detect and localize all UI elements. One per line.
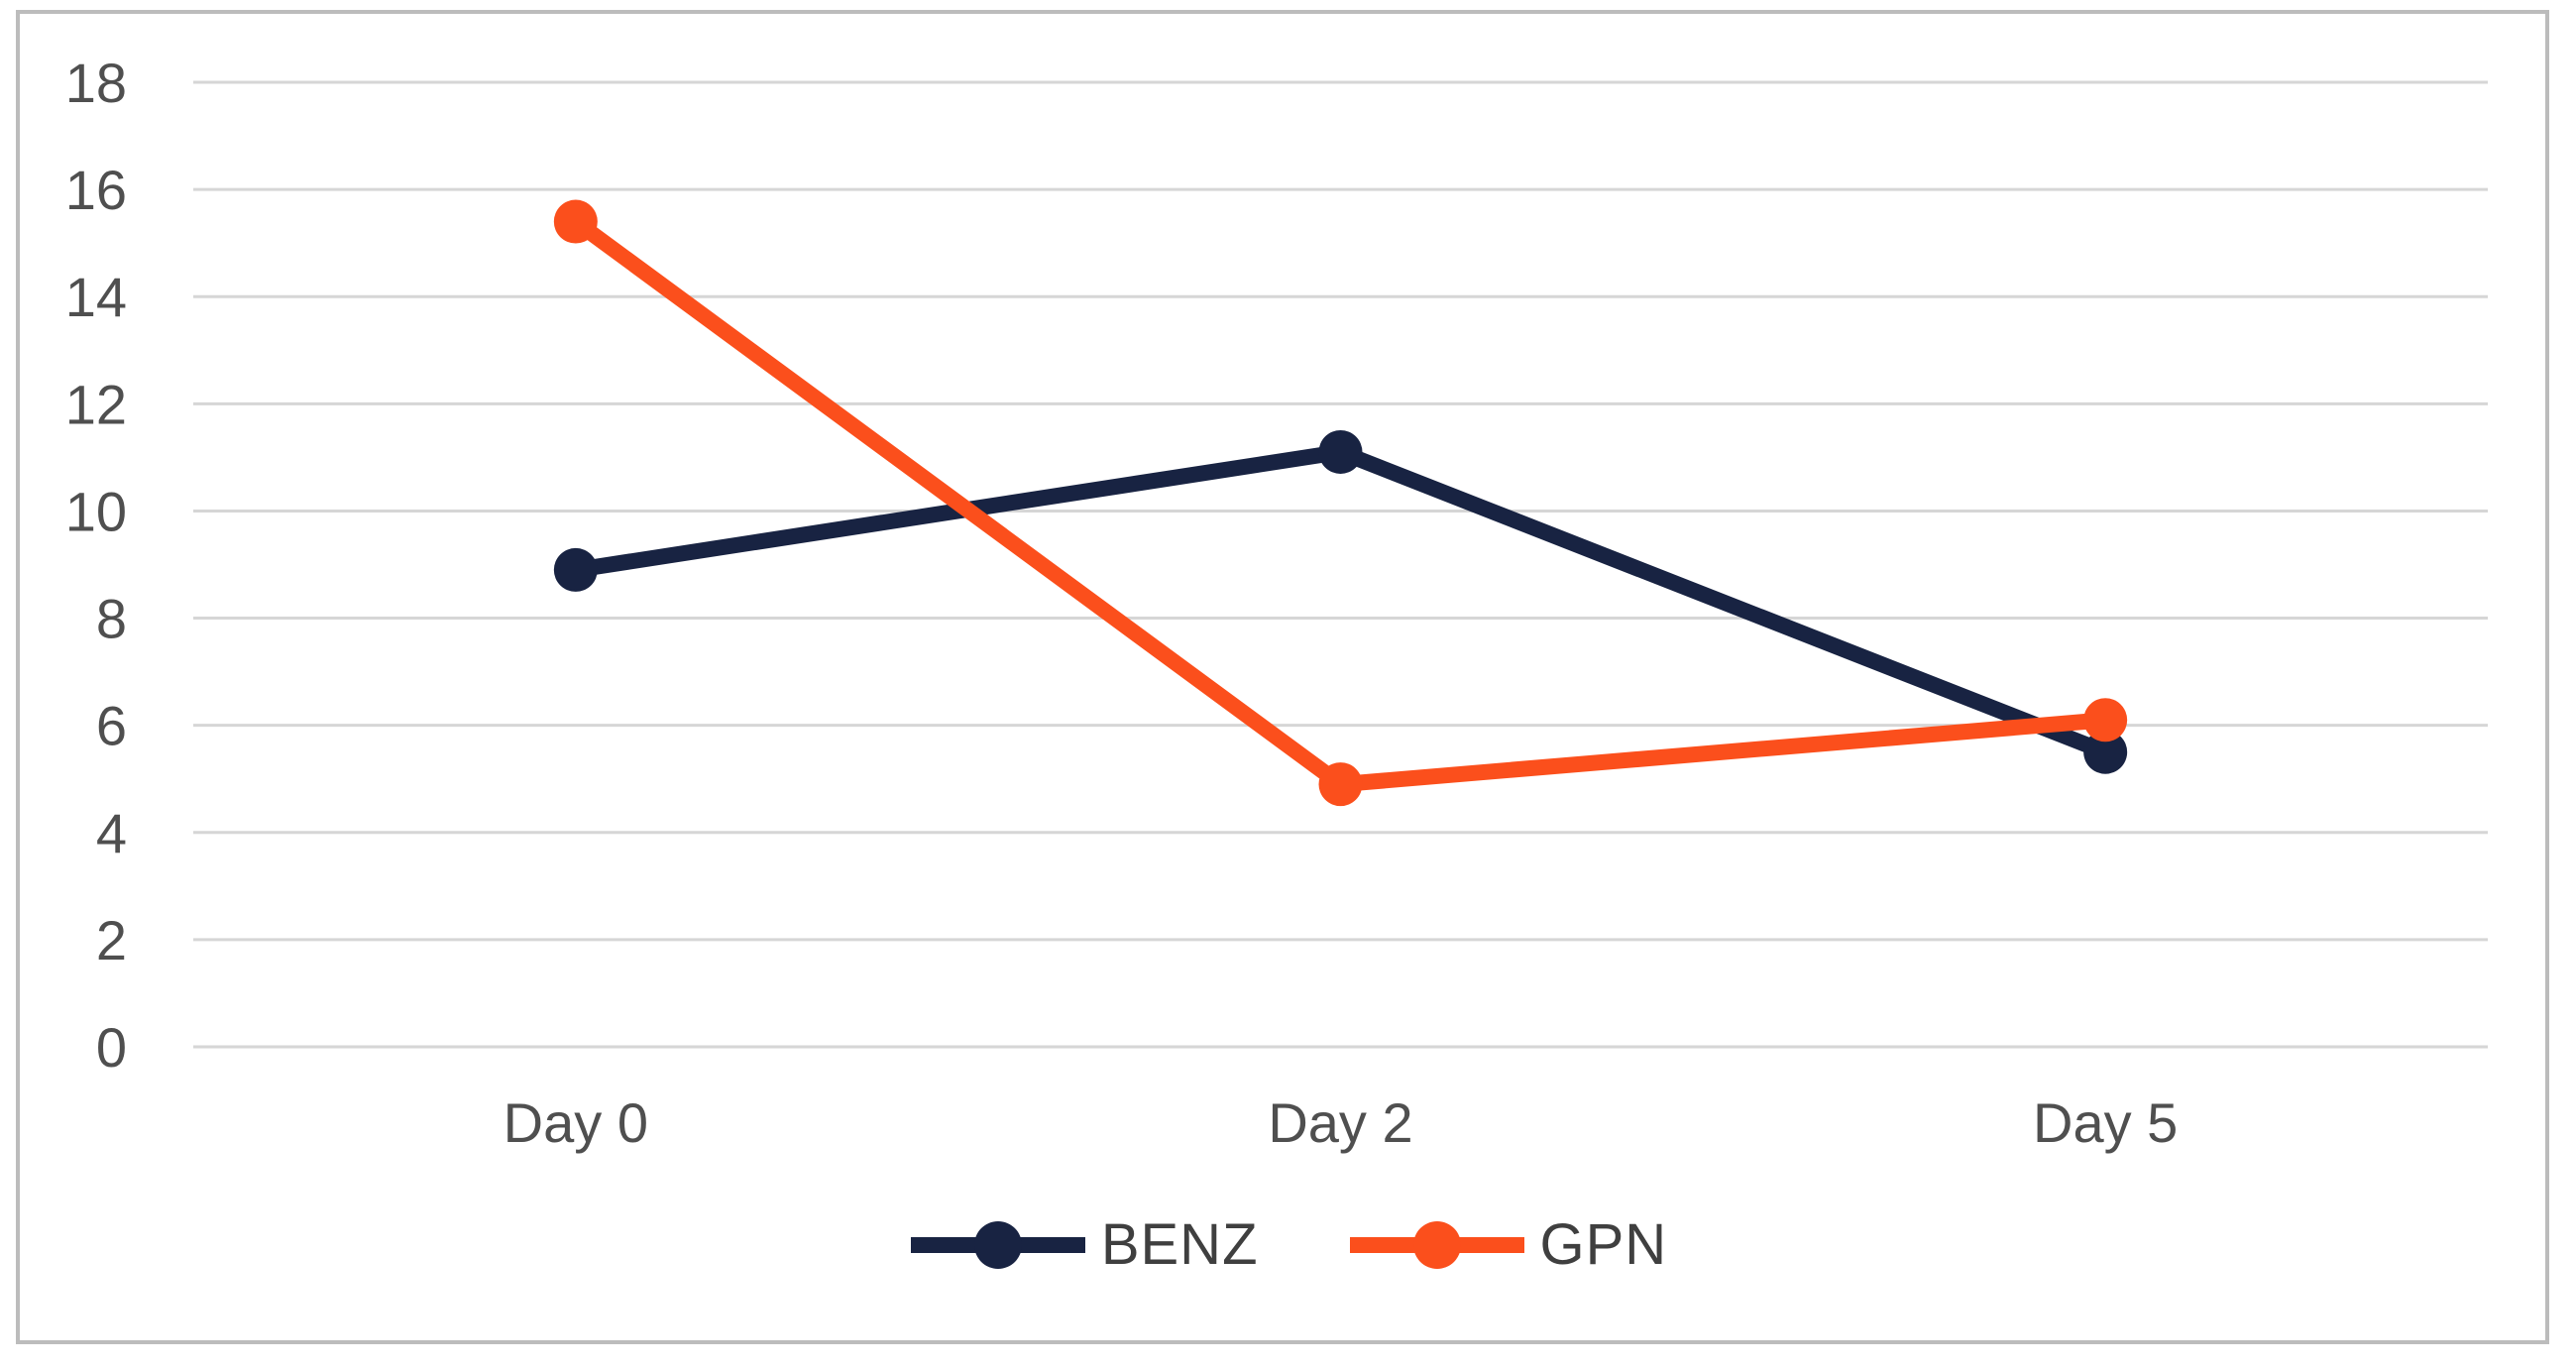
x-axis-category-label: Day 5 xyxy=(2033,1091,2178,1154)
legend-item-benz: BENZ xyxy=(909,1211,1259,1278)
y-axis-tick-label: 12 xyxy=(65,373,127,435)
y-axis-tick-label: 10 xyxy=(65,480,127,542)
data-point-gpn-0 xyxy=(553,199,598,244)
y-axis-tick-label: 6 xyxy=(96,695,127,757)
legend-dot xyxy=(1412,1220,1461,1269)
x-axis-category-label: Day 0 xyxy=(504,1091,648,1154)
y-axis-tick-label: 0 xyxy=(96,1016,127,1079)
y-axis-tick-label: 14 xyxy=(65,266,127,328)
data-point-benz-1 xyxy=(1318,429,1363,474)
legend-dot xyxy=(973,1220,1022,1269)
data-point-benz-0 xyxy=(553,547,598,592)
legend-marker-icon xyxy=(1349,1220,1524,1269)
data-point-benz-2 xyxy=(2083,730,2128,774)
x-axis-category-label: Day 2 xyxy=(1268,1091,1412,1154)
y-axis-tick-label: 4 xyxy=(96,802,127,864)
series-line-gpn xyxy=(567,213,2114,793)
legend-label: BENZ xyxy=(1100,1212,1259,1277)
y-axis-tick-label: 16 xyxy=(65,159,127,221)
data-point-gpn-2 xyxy=(2083,698,2128,742)
legend-marker-icon xyxy=(910,1220,1085,1269)
y-axis-tick-label: 2 xyxy=(96,909,127,971)
data-point-gpn-1 xyxy=(1318,762,1363,807)
legend-label: GPN xyxy=(1539,1212,1668,1277)
legend-item-gpn: GPN xyxy=(1348,1211,1668,1278)
y-axis-tick-label: 8 xyxy=(96,588,127,650)
series-line-benz xyxy=(567,443,2114,760)
chart-legend: BENZ GPN xyxy=(0,1211,2576,1278)
chart-frame xyxy=(16,10,2549,1344)
y-axis-tick-label: 18 xyxy=(65,52,127,114)
